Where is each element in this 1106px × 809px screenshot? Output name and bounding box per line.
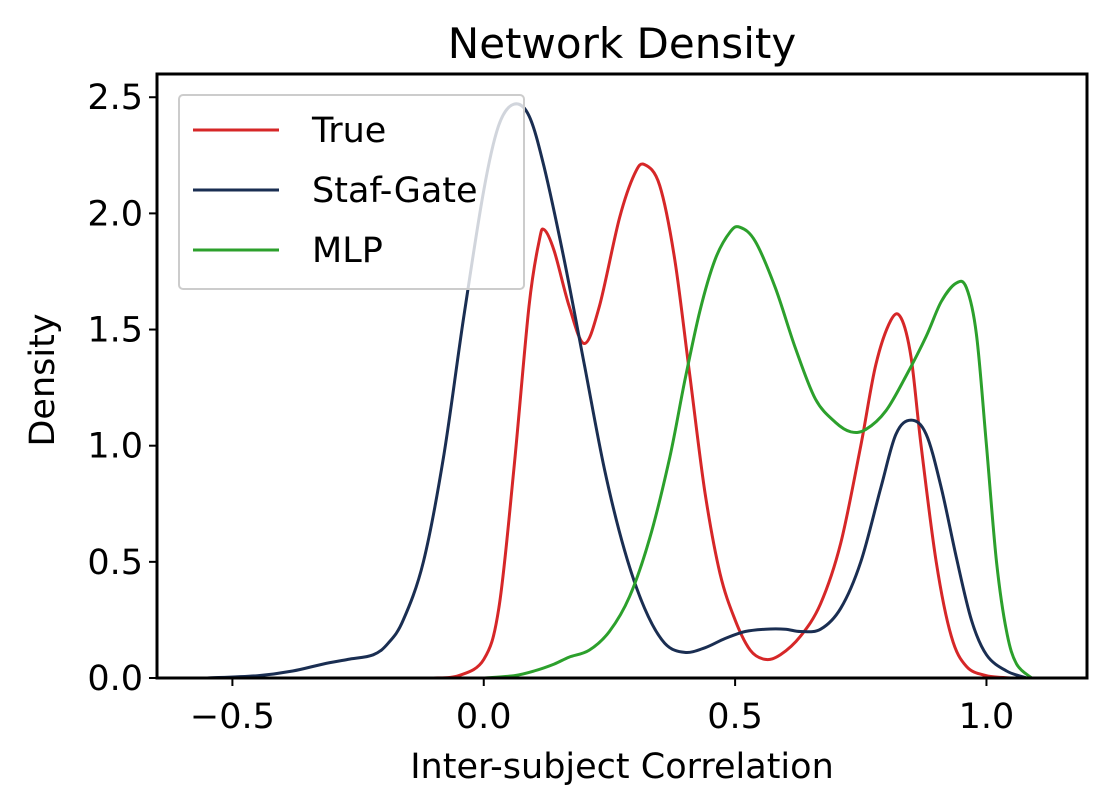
y-tick-label: 1.5 [87, 311, 143, 351]
legend-box [178, 94, 525, 290]
x-tick-label: 1.0 [959, 697, 1015, 737]
axes: −0.5 0.0 0.5 1.0 0.0 0.5 1.0 1.5 2.0 2.5 [87, 72, 1089, 737]
x-tick-label: 0.5 [707, 697, 763, 737]
y-tick-label: 0.0 [87, 659, 143, 699]
series-line-mlp [483, 225, 1033, 678]
y-tick-label: 2.0 [87, 194, 143, 234]
y-tick-label: 0.5 [87, 543, 143, 583]
chart-title: Network Density [448, 19, 796, 68]
legend: True Staf-Gate MLP [178, 94, 525, 290]
legend-label-mlp: MLP [312, 231, 383, 271]
y-tick-label: 1.0 [87, 427, 143, 467]
y-axis-label: Density [23, 313, 63, 446]
series-line-true [433, 162, 1012, 678]
x-tick-label: 0.0 [456, 697, 512, 737]
legend-label-staf-gate: Staf-Gate [312, 171, 478, 211]
plot-area [207, 102, 1033, 678]
series-line-staf-gate [207, 102, 1028, 678]
y-tick-label: 2.5 [87, 78, 143, 118]
x-tick-label: −0.5 [190, 697, 275, 737]
plot-frame [155, 72, 1089, 680]
legend-label-true: True [311, 111, 386, 151]
x-axis-label: Inter-subject Correlation [410, 747, 834, 787]
